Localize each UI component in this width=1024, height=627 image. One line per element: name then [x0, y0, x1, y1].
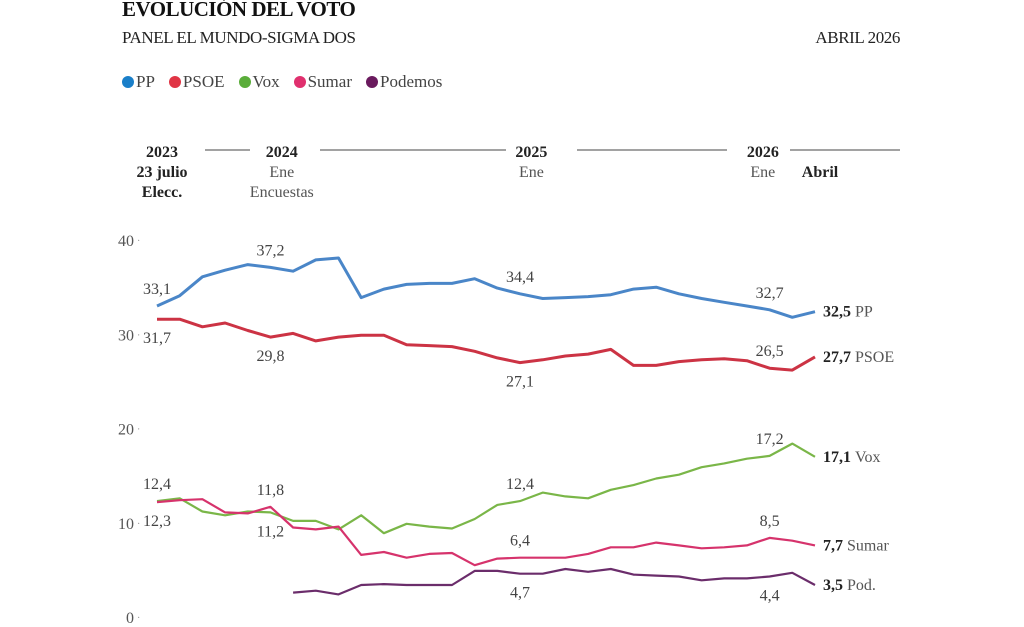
y-tick-mark: · [137, 519, 140, 530]
y-tick-mark: · [137, 236, 140, 247]
y-tick-label: 0 [126, 610, 134, 627]
data-label: 34,4 [506, 269, 534, 286]
chart-title: EVOLUCIÓN DEL VOTO [122, 0, 356, 21]
time-axis-label: Ene [750, 164, 775, 181]
time-axis-label: Ene [519, 164, 544, 181]
final-value: 3,5 [823, 577, 847, 594]
data-label: 12,4 [506, 476, 534, 493]
legend-dot-icon [168, 76, 181, 88]
data-label: 29,8 [256, 348, 284, 365]
final-value: 7,7 [823, 537, 847, 554]
series-line-psoe [157, 317, 816, 372]
data-label: 31,7 [143, 330, 171, 347]
data-label: 37,2 [256, 242, 284, 259]
time-axis-label: Ene [269, 164, 294, 181]
series-name: Vox [855, 449, 881, 466]
y-tick-label: 20 [118, 422, 134, 439]
end-label-pp: 32,5 PP [823, 304, 873, 321]
time-axis-label: Abril [802, 164, 839, 181]
end-label-sumar: 7,7 Sumar [823, 537, 889, 554]
y-tick-mark: · [137, 613, 140, 624]
data-label: 6,4 [510, 533, 530, 550]
legend-dot-icon [365, 76, 378, 88]
legend-item-podemos: Podemos [365, 72, 443, 92]
data-label: 4,4 [760, 588, 780, 605]
legend-label: Sumar [307, 72, 352, 91]
legend-item-psoe: PSOE [168, 72, 225, 92]
y-tick-label: 10 [118, 516, 134, 533]
data-label: 32,7 [756, 285, 784, 302]
data-label: 26,5 [756, 343, 784, 360]
time-axis-label: 23 julio [136, 164, 187, 181]
data-label: 11,8 [257, 482, 284, 499]
data-label: 8,5 [760, 513, 780, 530]
y-tick-mark: · [137, 425, 140, 436]
series-line-podemos [293, 567, 816, 596]
legend-item-pp: PP [122, 72, 155, 92]
data-label: 12,4 [143, 476, 171, 493]
legend-item-sumar: Sumar [293, 72, 352, 92]
data-label: 17,2 [756, 431, 784, 448]
legend-dot-icon [122, 76, 134, 88]
data-label: 12,3 [143, 513, 171, 530]
series-line-pp [156, 256, 816, 319]
legend-dot-icon [238, 76, 251, 88]
end-label-podemos: 3,5 Pod. [823, 577, 876, 594]
series-line-vox [156, 442, 816, 535]
final-value: 32,5 [823, 304, 855, 321]
data-label: 11,2 [257, 523, 284, 540]
time-axis-year: 2026 [747, 144, 779, 161]
end-label-psoe: 27,7 PSOE [823, 349, 894, 366]
chart-date: ABRIL 2026 [815, 28, 900, 47]
data-label: 27,1 [506, 374, 534, 391]
legend-label: PSOE [182, 72, 225, 91]
series-name: PSOE [855, 349, 894, 366]
time-axis-label: Encuestas [250, 184, 314, 201]
final-value: 27,7 [823, 349, 855, 366]
data-label: 4,7 [510, 585, 530, 602]
y-tick-mark: · [137, 330, 140, 341]
final-value: 17,1 [823, 449, 855, 466]
end-label-vox: 17,1 Vox [823, 449, 881, 466]
series-name: PP [855, 304, 873, 321]
chart-subtitle: PANEL EL MUNDO-SIGMA DOS [122, 28, 356, 47]
data-label: 33,1 [143, 281, 171, 298]
time-axis-year: 2023 [146, 144, 178, 161]
y-tick-label: 40 [118, 233, 134, 250]
legend-label: Vox [252, 72, 280, 91]
series-name: Pod. [847, 577, 876, 594]
y-tick-label: 30 [118, 327, 134, 344]
time-axis-label: Elecc. [142, 184, 182, 201]
time-axis-year: 2024 [266, 144, 298, 161]
legend-item-vox: Vox [238, 72, 280, 92]
series-line-sumar [156, 498, 816, 567]
legend-dot-icon [293, 76, 306, 88]
legend-label: PP [136, 72, 155, 91]
legend-label: Podemos [379, 72, 443, 91]
legend: PP PSOE Vox Sumar Podemos [122, 72, 442, 92]
series-name: Sumar [847, 537, 889, 554]
time-axis-year: 2025 [515, 144, 547, 161]
